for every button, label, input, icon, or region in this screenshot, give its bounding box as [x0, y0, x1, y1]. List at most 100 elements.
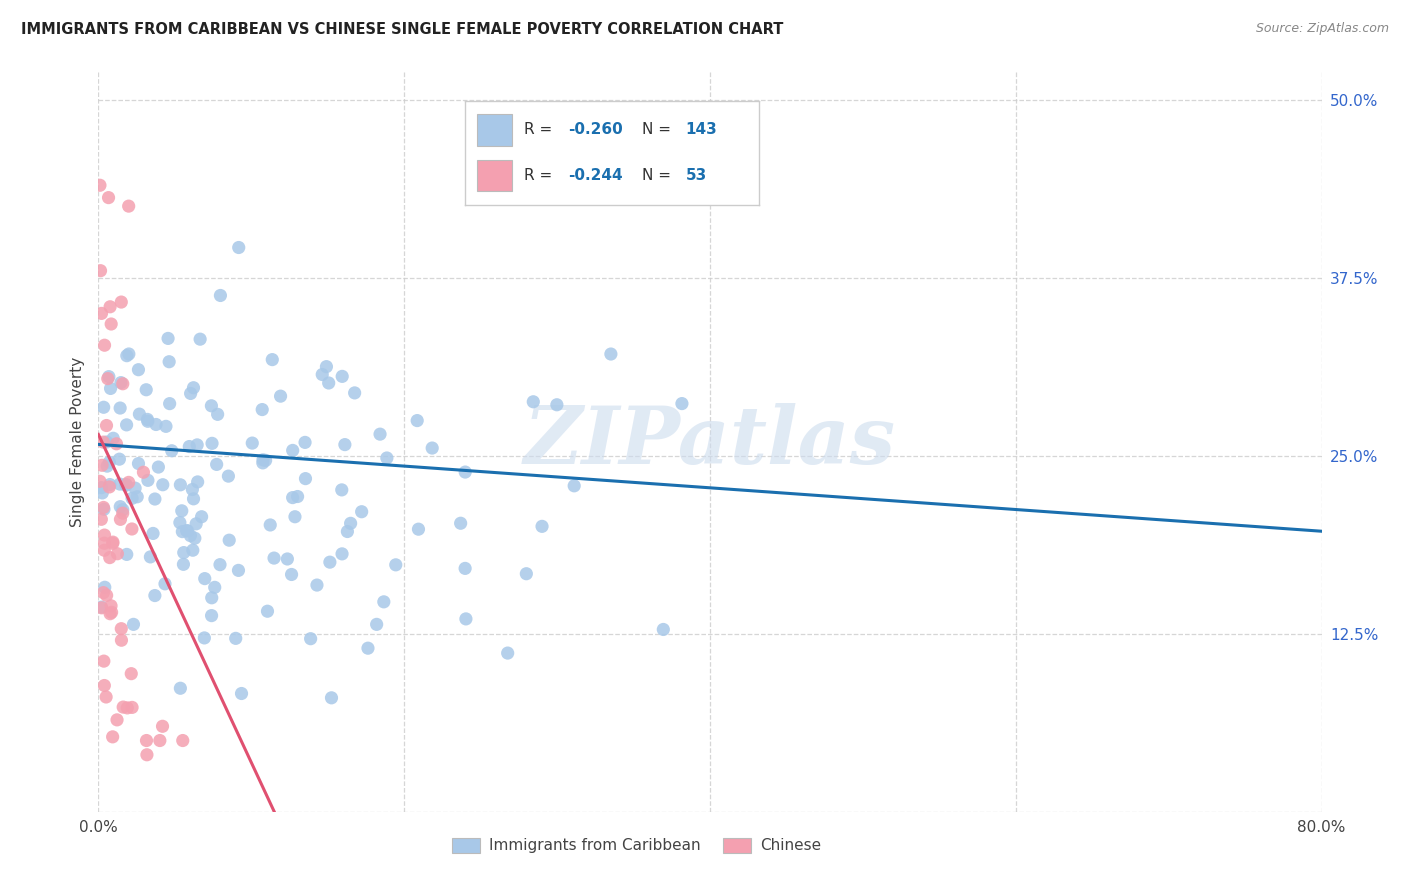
- Point: [98, 455, 121, 469]
- Point: [454, 465, 477, 479]
- Point: [181, 543, 204, 558]
- Point: [108, 452, 131, 467]
- Point: [90, 600, 112, 615]
- Point: [93, 338, 115, 352]
- Point: [343, 385, 366, 400]
- Point: [101, 536, 124, 550]
- Point: [169, 478, 191, 492]
- Point: [143, 491, 166, 506]
- Point: [139, 549, 162, 564]
- Point: [96, 588, 118, 602]
- Point: [127, 490, 149, 504]
- Point: [270, 389, 292, 403]
- Point: [93, 679, 115, 693]
- Point: [111, 502, 134, 516]
- Point: [599, 347, 621, 361]
- Point: [121, 700, 143, 714]
- Point: [496, 646, 519, 660]
- Point: [111, 506, 134, 520]
- Point: [280, 567, 302, 582]
- Point: [169, 516, 191, 530]
- Point: [179, 528, 201, 542]
- Point: [172, 558, 194, 572]
- Point: [136, 414, 159, 428]
- Point: [218, 533, 240, 548]
- Point: [373, 595, 395, 609]
- Point: [118, 475, 141, 490]
- Point: [96, 418, 118, 433]
- Point: [179, 440, 201, 454]
- Point: [115, 478, 138, 492]
- Point: [160, 443, 183, 458]
- Point: [105, 547, 128, 561]
- Point: [652, 623, 675, 637]
- Point: [357, 641, 380, 656]
- Point: [97, 371, 120, 385]
- Point: [311, 368, 333, 382]
- Point: [169, 681, 191, 696]
- Point: [336, 524, 359, 539]
- Point: [184, 531, 207, 545]
- Point: [180, 386, 202, 401]
- Point: [149, 733, 172, 747]
- Point: [256, 604, 278, 618]
- Point: [170, 504, 193, 518]
- Point: [101, 535, 124, 549]
- Point: [155, 419, 177, 434]
- Point: [287, 490, 309, 504]
- Point: [186, 516, 208, 531]
- Point: [200, 608, 222, 623]
- Point: [94, 580, 117, 594]
- Point: [153, 577, 176, 591]
- Point: [127, 362, 149, 376]
- Point: [321, 690, 343, 705]
- Text: Source: ZipAtlas.com: Source: ZipAtlas.com: [1256, 22, 1389, 36]
- Point: [91, 486, 114, 500]
- Point: [200, 399, 222, 413]
- Point: [132, 465, 155, 479]
- Point: [176, 524, 198, 538]
- Point: [281, 443, 304, 458]
- Point: [100, 317, 122, 331]
- Point: [117, 701, 139, 715]
- Point: [375, 450, 398, 465]
- Point: [93, 401, 115, 415]
- Point: [98, 550, 121, 565]
- Point: [515, 566, 537, 581]
- Point: [93, 502, 115, 516]
- Point: [100, 381, 122, 395]
- Point: [100, 605, 122, 619]
- Point: [93, 654, 115, 668]
- Point: [142, 526, 165, 541]
- Point: [671, 396, 693, 410]
- Point: [408, 522, 430, 536]
- Point: [110, 512, 132, 526]
- Point: [406, 414, 429, 428]
- Point: [93, 536, 115, 550]
- Point: [294, 435, 316, 450]
- Point: [194, 572, 217, 586]
- Point: [183, 491, 205, 506]
- Point: [136, 412, 159, 426]
- Point: [305, 578, 328, 592]
- Point: [186, 438, 208, 452]
- Point: [103, 431, 125, 445]
- Point: [231, 686, 253, 700]
- Point: [201, 591, 224, 605]
- Point: [97, 191, 120, 205]
- Point: [190, 509, 212, 524]
- Point: [115, 477, 138, 491]
- Point: [188, 332, 211, 346]
- Point: [98, 477, 121, 491]
- Point: [108, 401, 131, 415]
- Point: [93, 528, 115, 542]
- Point: [98, 607, 121, 621]
- Point: [193, 631, 215, 645]
- Point: [228, 240, 250, 254]
- Point: [121, 522, 143, 536]
- Point: [111, 376, 134, 391]
- Point: [90, 512, 112, 526]
- Point: [209, 288, 232, 302]
- Point: [240, 436, 263, 450]
- Point: [531, 519, 554, 533]
